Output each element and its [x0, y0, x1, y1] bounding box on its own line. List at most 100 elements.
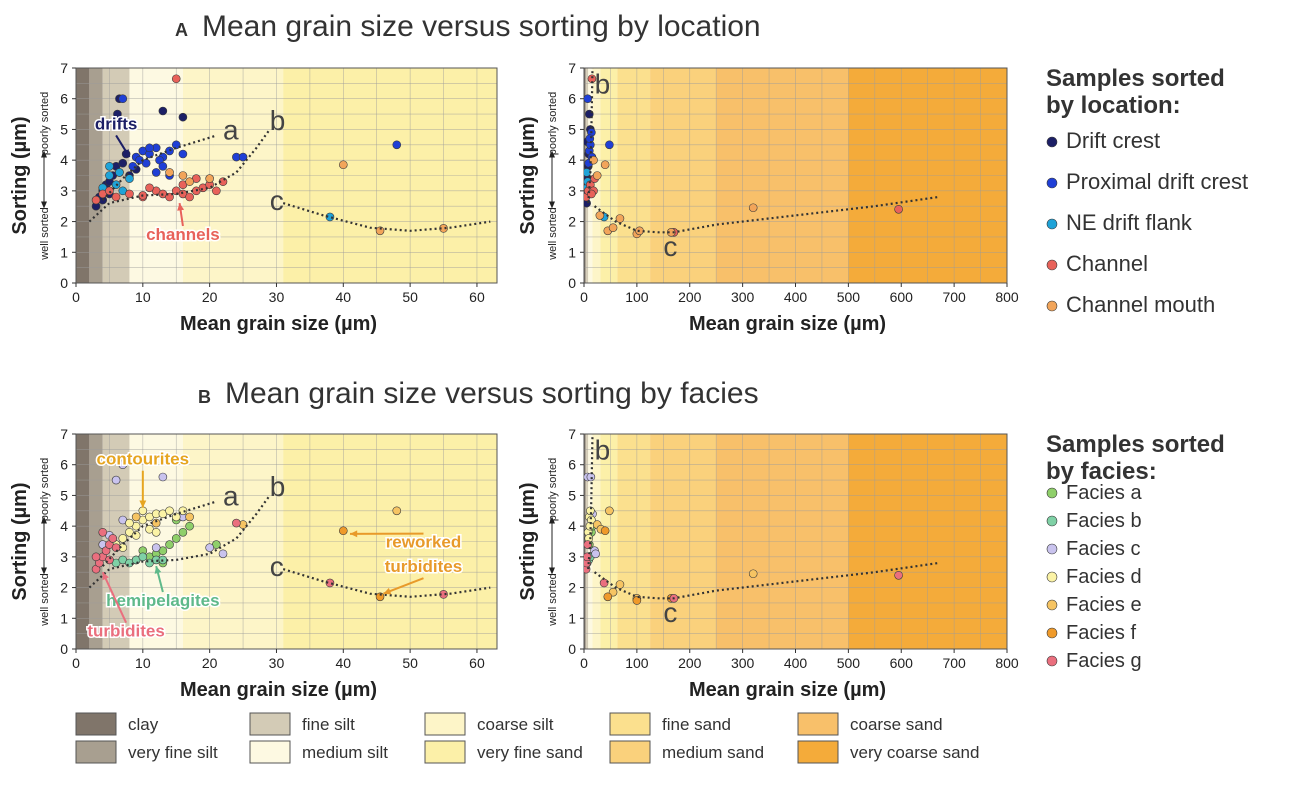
x-tick-label: 800: [995, 289, 1019, 305]
data-point-facies-d: [178, 506, 188, 516]
legend-item-label: Channel mouth: [1066, 292, 1215, 317]
chart-a-left: 0 10 20 30 40 50 60 0 1 2 3 4 5 6 7 Mean grain size (µm…: [9, 60, 498, 335]
legend-marker: [1046, 487, 1058, 499]
legend-marker: [1046, 599, 1058, 611]
y-tick-label: 2: [568, 580, 576, 596]
plot-data: bc: [584, 434, 939, 628]
data-point-channel: [91, 195, 101, 205]
data-point-facies-g: [98, 527, 108, 537]
data-point-facies-c: [151, 543, 161, 552]
data-point-ne-drift-flank: [115, 168, 124, 177]
panel-title-text: Mean grain size versus sorting by locati…: [202, 10, 761, 43]
annotation-arrowhead: [139, 500, 147, 508]
grain-label: very fine silt: [128, 743, 218, 762]
x-axis-label: Mean grain size (µm): [689, 679, 886, 701]
data-point-drift-crest: [178, 112, 188, 122]
grain-swatch: [424, 740, 466, 764]
x-tick-label: 600: [890, 655, 914, 671]
data-point-proximal-drift-crest: [584, 94, 593, 104]
data-point-proximal-drift-crest: [128, 161, 138, 171]
data-point-channel-mouth: [666, 228, 676, 237]
grain-label: very fine sand: [477, 743, 583, 762]
data-point-facies-c: [586, 472, 596, 482]
data-point-channel: [111, 192, 121, 202]
grain-label: medium silt: [302, 743, 388, 762]
panel-letter: B: [198, 387, 211, 407]
x-axis-label: Mean grain size (µm): [180, 679, 377, 701]
legend-marker: [1046, 571, 1058, 583]
grain-swatch: [249, 740, 291, 764]
legend-item-label: Facies c: [1066, 538, 1140, 560]
x-tick-label: 0: [580, 289, 588, 305]
legend-item-label: Facies d: [1066, 566, 1142, 588]
annotation-label: turbidites: [385, 557, 462, 576]
legend-item-label: Drift crest: [1066, 128, 1160, 153]
x-tick-label: 40: [336, 289, 352, 305]
data-point-proximal-drift-crest: [585, 134, 595, 143]
x-tick-label: 30: [269, 289, 285, 305]
data-point-channel-mouth: [178, 171, 188, 180]
y-arrow-head-up: [41, 150, 47, 158]
y-arrow-top-label: poorly sorted: [39, 458, 51, 522]
data-point-ne-drift-flank: [125, 174, 134, 183]
trend-line-label-c: c: [663, 231, 677, 262]
x-tick-label: 60: [469, 655, 485, 671]
data-point-channel-mouth: [205, 174, 214, 183]
data-point-facies-g: [599, 578, 609, 588]
panel-letter: A: [175, 20, 188, 40]
y-tick-label: 2: [568, 214, 576, 230]
y-tick-label: 2: [60, 214, 68, 230]
data-point-facies-d: [125, 518, 134, 528]
data-point-facies-c: [158, 472, 168, 482]
y-arrow-bottom-label: well sorted: [39, 207, 51, 261]
data-point-channel-mouth: [375, 226, 385, 236]
y-tick-label: 1: [568, 244, 576, 260]
plot-data: a b c: [88, 460, 491, 602]
grain-label: clay: [128, 715, 159, 734]
y-tick-label: 5: [568, 487, 576, 503]
x-tick-label: 20: [202, 655, 218, 671]
data-point-proximal-drift-crest: [605, 140, 614, 150]
x-tick-label: 400: [784, 289, 808, 305]
data-point-facies-c: [118, 460, 128, 470]
data-point-facies-f: [339, 526, 348, 536]
y-arrow-top-label: poorly sorted: [39, 92, 51, 156]
y-axis-label: Sorting (µm): [517, 116, 539, 234]
data-point-drift-crest: [113, 109, 122, 119]
data-point-facies-d: [165, 506, 174, 516]
x-axis-label: Mean grain size (µm): [689, 313, 886, 335]
data-point-channel-mouth: [439, 224, 448, 233]
x-tick-label: 700: [942, 655, 966, 671]
annotation-label: drifts: [95, 114, 138, 133]
x-tick-label: 40: [336, 655, 352, 671]
panel-title-b: B Mean grain size versus sorting by facie…: [198, 377, 759, 410]
x-tick-label: 0: [72, 289, 80, 305]
chart-b-right: 0 100 200 300 400 500 600 700 800 0 1 2 3 4 5 6 7 Mean gr…: [517, 426, 1019, 701]
annotation-arrowhead: [102, 572, 109, 581]
legend-title: Samples sorted: [1046, 431, 1225, 458]
grain-swatch: [797, 712, 839, 736]
data-point-channel-mouth: [339, 160, 348, 170]
x-tick-label: 600: [890, 289, 914, 305]
annotation-label: turbidites: [87, 622, 164, 641]
data-point-proximal-drift-crest: [165, 146, 174, 156]
annotation-label: reworked: [386, 533, 462, 552]
grain-swatch: [249, 712, 291, 736]
y-tick-label: 7: [60, 426, 68, 442]
grain-legend-medium-silt: medium silt: [249, 740, 388, 764]
y-tick-label: 0: [568, 275, 576, 291]
data-point-facies-c: [111, 475, 121, 485]
data-point-facies-g: [325, 578, 335, 588]
data-point-facies-f: [600, 526, 610, 536]
y-tick-label: 7: [568, 60, 576, 76]
legend-item-label: Facies b: [1066, 510, 1142, 532]
grain-label: medium sand: [662, 743, 764, 762]
y-tick-label: 5: [568, 121, 576, 137]
y-tick-label: 1: [60, 610, 68, 626]
data-point-ne-drift-flank: [105, 161, 114, 171]
data-point-facies-g: [91, 552, 101, 562]
y-tick-label: 6: [60, 91, 68, 107]
x-tick-label: 100: [625, 655, 649, 671]
data-point-ne-drift-flank: [325, 212, 335, 222]
